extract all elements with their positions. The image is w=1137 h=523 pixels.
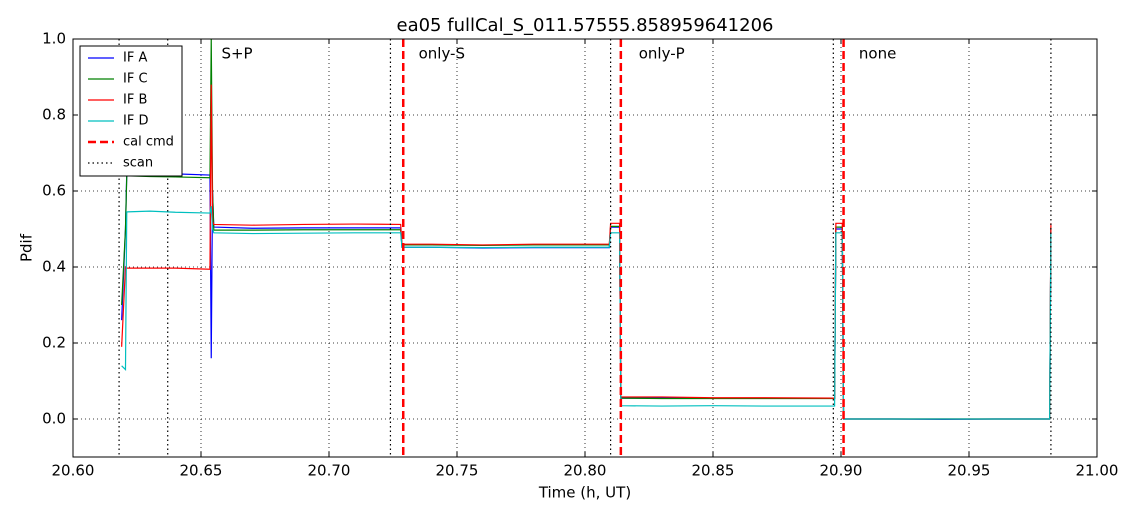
legend-label: IF B — [123, 93, 147, 108]
x-tick-label: 20.85 — [692, 462, 735, 480]
x-tick-label: 21.00 — [1076, 462, 1119, 480]
annotation: only-S — [419, 45, 465, 63]
chart-title: ea05 fullCal_S_011.57555.858959641206 — [397, 15, 774, 36]
legend-label: IF A — [123, 51, 147, 66]
annotation: only-P — [639, 45, 685, 63]
legend-box — [79, 45, 183, 177]
x-tick-label: 20.70 — [308, 462, 351, 480]
legend-label: cal cmd — [123, 135, 174, 150]
y-tick-label: 0.4 — [42, 258, 66, 276]
x-tick-label: 20.90 — [820, 462, 863, 480]
y-tick-label: 0.2 — [42, 334, 66, 352]
annotation: none — [859, 45, 896, 63]
x-tick-label: 20.60 — [52, 462, 95, 480]
x-axis-label: Time (h, UT) — [538, 484, 631, 502]
legend-label: IF C — [123, 72, 148, 87]
y-axis-label: Pdif — [18, 233, 36, 262]
legend-label: IF D — [123, 114, 148, 129]
y-tick-label: 1.0 — [42, 30, 66, 48]
y-tick-label: 0.0 — [42, 410, 66, 428]
x-tick-label: 20.95 — [948, 462, 991, 480]
annotation: S+P — [221, 45, 252, 63]
plot-frame — [72, 38, 1098, 458]
y-tick-label: 0.6 — [42, 182, 66, 200]
x-tick-label: 20.80 — [564, 462, 607, 480]
x-tick-label: 20.65 — [180, 462, 223, 480]
legend-label: scan — [123, 156, 153, 171]
x-tick-label: 20.75 — [436, 462, 479, 480]
y-tick-label: 0.8 — [42, 106, 66, 124]
